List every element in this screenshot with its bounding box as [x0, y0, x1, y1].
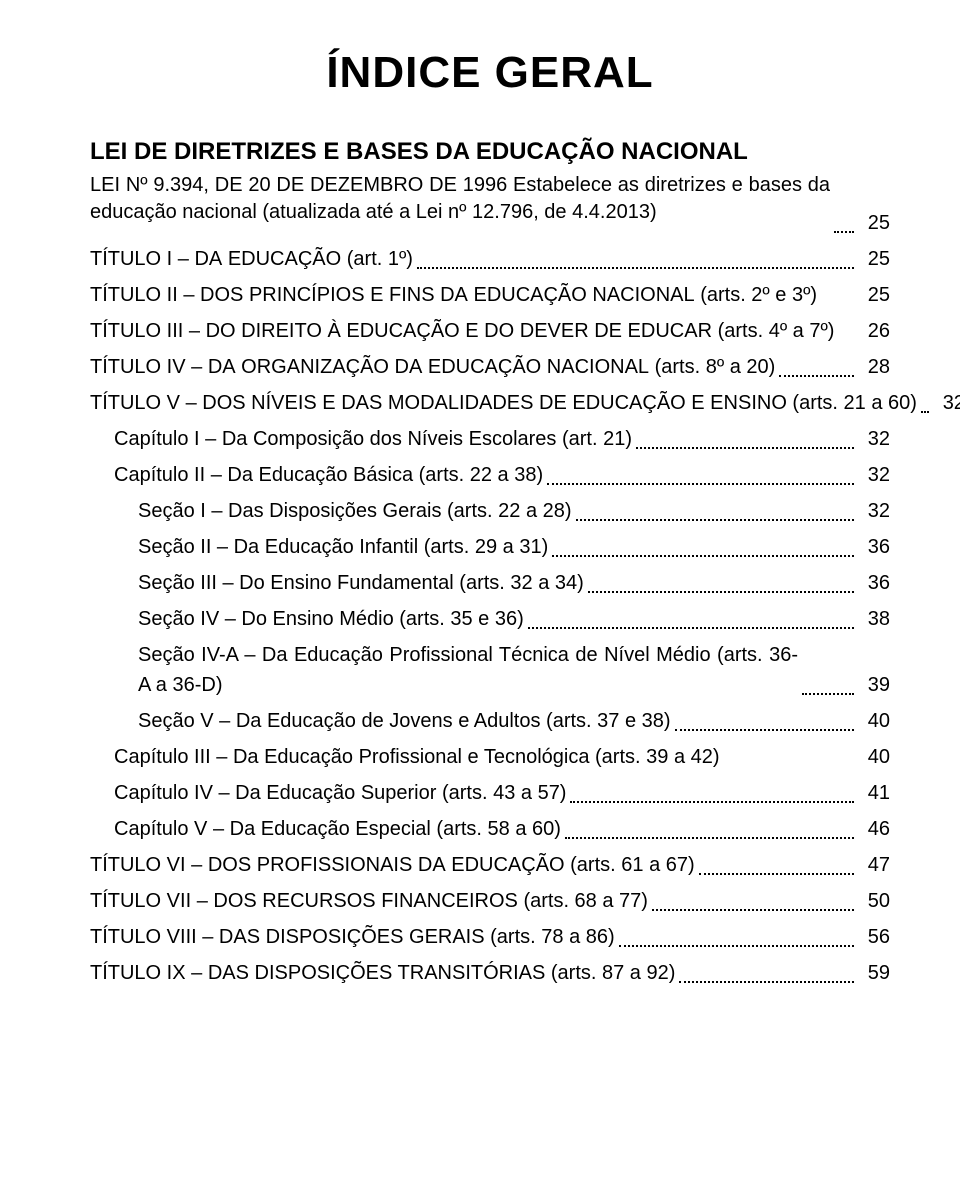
toc-page: 25: [858, 244, 890, 274]
toc-page: 59: [858, 958, 890, 988]
leader-dots: [699, 873, 854, 875]
toc-page: 56: [858, 922, 890, 952]
toc-label: TÍTULO I – DA EDUCAÇÃO (art. 1º): [90, 244, 413, 274]
toc-row: TÍTULO V – DOS NÍVEIS E DAS MODALIDADES …: [90, 388, 890, 418]
leader-dots: [679, 981, 854, 983]
leader-dots: [834, 231, 854, 233]
leader-dots: [417, 267, 854, 269]
toc-page: 46: [858, 814, 890, 844]
toc-label: TÍTULO II – DOS PRINCÍPIOS E FINS DA EDU…: [90, 280, 817, 310]
leader-dots: [565, 837, 854, 839]
toc-row: TÍTULO VIII – DAS DISPOSIÇÕES GERAIS (ar…: [90, 922, 890, 952]
toc-row: Seção IV – Do Ensino Médio (arts. 35 e 3…: [90, 604, 890, 634]
toc-row: Capítulo I – Da Composição dos Níveis Es…: [90, 424, 890, 454]
toc-page: 36: [858, 568, 890, 598]
toc-label: Seção I – Das Disposições Gerais (arts. …: [138, 496, 572, 526]
leader-dots: [576, 519, 854, 521]
toc-row: TÍTULO VI – DOS PROFISSIONAIS DA EDUCAÇÃ…: [90, 850, 890, 880]
leader-dots: [802, 693, 854, 695]
toc-page: 40: [858, 706, 890, 736]
toc-row: TÍTULO IX – DAS DISPOSIÇÕES TRANSITÓRIAS…: [90, 958, 890, 988]
toc-label: Seção II – Da Educação Infantil (arts. 2…: [138, 532, 548, 562]
leader-dots: [636, 447, 854, 449]
toc-row: TÍTULO VII – DOS RECURSOS FINANCEIROS (a…: [90, 886, 890, 916]
toc-label: Capítulo III – Da Educação Profissional …: [114, 742, 720, 772]
toc-label: TÍTULO VII – DOS RECURSOS FINANCEIROS (a…: [90, 886, 648, 916]
section-sub-page: 25: [858, 208, 890, 238]
toc-row: Seção IV-A – Da Educação Profissional Té…: [90, 640, 890, 700]
toc-row: Seção III – Do Ensino Fundamental (arts.…: [90, 568, 890, 598]
toc-page: 50: [858, 886, 890, 916]
toc-page: 28: [858, 352, 890, 382]
leader-dots: [675, 729, 854, 731]
toc-list: TÍTULO I – DA EDUCAÇÃO (art. 1º)25TÍTULO…: [90, 244, 890, 988]
toc-label: Seção III – Do Ensino Fundamental (arts.…: [138, 568, 584, 598]
toc-row: Seção I – Das Disposições Gerais (arts. …: [90, 496, 890, 526]
toc-label: Seção V – Da Educação de Jovens e Adulto…: [138, 706, 671, 736]
toc-page: 25: [858, 280, 890, 310]
toc-label: TÍTULO VIII – DAS DISPOSIÇÕES GERAIS (ar…: [90, 922, 615, 952]
toc-page: 32: [858, 496, 890, 526]
toc-page: 36: [858, 532, 890, 562]
toc-page: 38: [858, 604, 890, 634]
toc-label: TÍTULO III – DO DIREITO À EDUCAÇÃO E DO …: [90, 316, 834, 346]
toc-label: Capítulo V – Da Educação Especial (arts.…: [114, 814, 561, 844]
leader-dots: [779, 375, 854, 377]
toc-row: Seção V – Da Educação de Jovens e Adulto…: [90, 706, 890, 736]
section-heading: LEI DE DIRETRIZES E BASES DA EDUCAÇÃO NA…: [90, 134, 890, 170]
page-title: ÍNDICE GERAL: [90, 40, 890, 106]
toc-row: Capítulo III – Da Educação Profissional …: [90, 742, 890, 772]
toc-page: 41: [858, 778, 890, 808]
toc-page: 47: [858, 850, 890, 880]
toc-row: Capítulo II – Da Educação Básica (arts. …: [90, 460, 890, 490]
toc-row: TÍTULO III – DO DIREITO À EDUCAÇÃO E DO …: [90, 316, 890, 346]
toc-label: TÍTULO IX – DAS DISPOSIÇÕES TRANSITÓRIAS…: [90, 958, 675, 988]
toc-label: TÍTULO V – DOS NÍVEIS E DAS MODALIDADES …: [90, 388, 917, 418]
toc-label: TÍTULO VI – DOS PROFISSIONAIS DA EDUCAÇÃ…: [90, 850, 695, 880]
section-sub-row: LEI Nº 9.394, DE 20 DE DEZEMBRO DE 1996 …: [90, 172, 890, 238]
toc-page: 40: [858, 742, 890, 772]
toc-row: TÍTULO IV – DA ORGANIZAÇÃO DA EDUCAÇÃO N…: [90, 352, 890, 382]
leader-dots: [652, 909, 854, 911]
toc-label: Capítulo I – Da Composição dos Níveis Es…: [114, 424, 632, 454]
toc-row: Capítulo V – Da Educação Especial (arts.…: [90, 814, 890, 844]
section-sub-text: LEI Nº 9.394, DE 20 DE DEZEMBRO DE 1996 …: [90, 172, 830, 226]
toc-row: TÍTULO I – DA EDUCAÇÃO (art. 1º) 25: [90, 244, 890, 274]
toc-page: 32: [858, 460, 890, 490]
leader-dots: [552, 555, 854, 557]
leader-dots: [588, 591, 854, 593]
leader-dots: [921, 411, 929, 413]
toc-page: 32: [933, 388, 960, 418]
leader-dots: [619, 945, 854, 947]
toc-label: TÍTULO IV – DA ORGANIZAÇÃO DA EDUCAÇÃO N…: [90, 352, 775, 382]
toc-row: Capítulo IV – Da Educação Superior (arts…: [90, 778, 890, 808]
toc-row: TÍTULO II – DOS PRINCÍPIOS E FINS DA EDU…: [90, 280, 890, 310]
leader-dots: [570, 801, 854, 803]
toc-page: 39: [858, 670, 890, 700]
toc-label: Capítulo IV – Da Educação Superior (arts…: [114, 778, 566, 808]
toc-row: Seção II – Da Educação Infantil (arts. 2…: [90, 532, 890, 562]
toc-label: Seção IV-A – Da Educação Profissional Té…: [138, 640, 798, 700]
leader-dots: [547, 483, 854, 485]
toc-label: Capítulo II – Da Educação Básica (arts. …: [114, 460, 543, 490]
toc-label: Seção IV – Do Ensino Médio (arts. 35 e 3…: [138, 604, 524, 634]
toc-page: 32: [858, 424, 890, 454]
leader-dots: [528, 627, 854, 629]
toc-page: 26: [858, 316, 890, 346]
